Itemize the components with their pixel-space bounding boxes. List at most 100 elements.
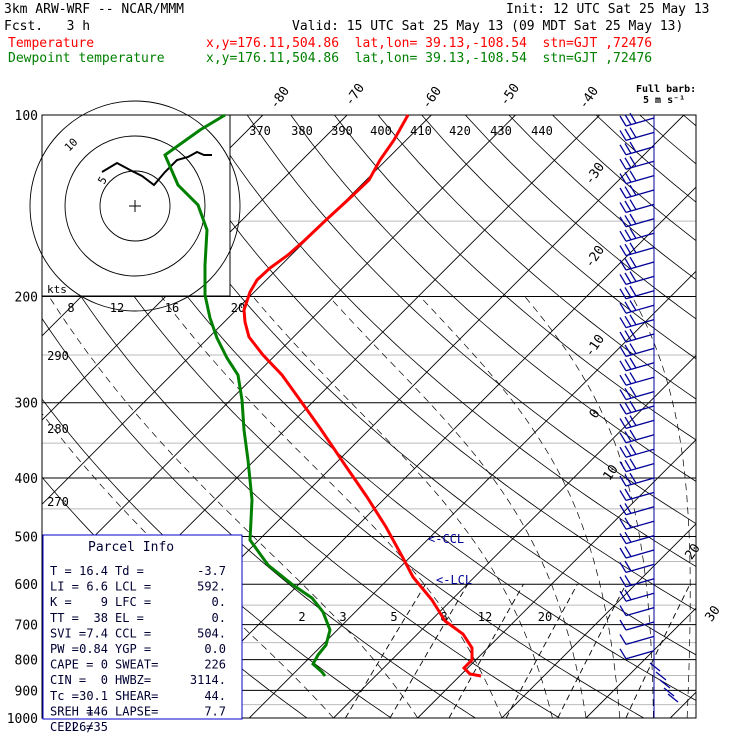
parcel-value: 30.1 (79, 689, 108, 703)
dry-adiabat (552, 115, 696, 242)
legend-temperature: Temperature (8, 36, 95, 51)
mixing-ratio-label: 12 (478, 610, 492, 624)
parcel-value: 6.6 (86, 580, 108, 594)
wind-barb (625, 232, 655, 242)
wind-barb (625, 506, 655, 516)
pressure-label-200: 200 (15, 291, 38, 306)
mixing-ratio-label: 2 (298, 610, 305, 624)
dry-adiabat (246, 115, 696, 525)
wind-barb-low (667, 693, 679, 703)
parcel-value: 226 (204, 658, 226, 672)
dry-adiabat (116, 115, 696, 656)
wind-barb-flag (629, 444, 637, 455)
parcel-value: 3114. (190, 673, 226, 687)
sounding-series (163, 113, 482, 678)
parcel-key: CELL = (50, 720, 93, 734)
valid-time: Valid: 15 UTC Sat 25 May 13 (09 MDT Sat … (292, 19, 684, 34)
wind-barb-flag (629, 357, 637, 369)
wind-barb (625, 218, 655, 228)
dewpoint-line (163, 113, 332, 677)
wind-barb-flag (629, 314, 637, 326)
theta-label-low: 280 (47, 422, 69, 436)
mixing-ratio-line (557, 583, 627, 718)
lcl-marker: <-LCL (436, 573, 472, 587)
wind-barb-flag (624, 200, 632, 212)
parcel-key: Tc = (50, 689, 79, 703)
wind-barb-flag (624, 589, 632, 601)
hodograph-ring (64, 135, 206, 277)
moist-adiabat (419, 296, 621, 718)
wind-barb-flag (619, 202, 627, 213)
wind-barb-flag (619, 562, 627, 573)
wind-barb (625, 290, 655, 300)
wind-barb-low (659, 679, 671, 689)
wind-barb (625, 376, 655, 386)
wind-barb-flag (624, 503, 632, 514)
parcel-key: LFC = (115, 595, 151, 609)
wind-barb-flag (624, 114, 632, 125)
temperature-station-info: x,y=176.11,504.86 lat,lon= 39.13,-108.54… (206, 36, 653, 51)
theta-label: 370 (249, 124, 271, 138)
parcel-value: 0. (212, 611, 226, 625)
wind-barb-flag (619, 475, 627, 487)
wind-barb-flag (629, 170, 637, 182)
legend-dewpoint: Dewpoint temperature (8, 51, 165, 66)
mixing-ratio-line (625, 584, 691, 718)
wind-barb-flag (629, 285, 637, 297)
isotherm (164, 186, 696, 718)
wind-barb-flag (629, 415, 637, 426)
pressure-label-600: 600 (15, 578, 38, 593)
parcel-key: K = (50, 595, 72, 609)
mixing-ratio-line (505, 583, 578, 718)
wind-barb-flag (624, 157, 632, 169)
parcel-key: Td = (115, 564, 144, 578)
hodograph-trace (101, 150, 212, 187)
isotherm-label: -80 (267, 84, 293, 112)
wind-barb-flag (624, 560, 632, 572)
isotherm (42, 115, 516, 590)
parcel-key: LI = (50, 580, 79, 594)
wind-barb-flag (629, 328, 637, 340)
wind-barb (625, 131, 655, 142)
parcel-info-title: Parcel Info (88, 540, 175, 555)
wind-barb (625, 275, 655, 286)
wind-barb-flag (624, 330, 632, 341)
wind-barb-flag (629, 199, 637, 210)
wind-barb-flag (619, 590, 627, 602)
theta-label-low: 290 (47, 349, 69, 363)
parcel-key: SHEAR= (115, 689, 158, 703)
speed-axis-label: 20 (231, 301, 245, 315)
mixing-ratio-label: 5 (390, 610, 397, 624)
wind-barb-flag (619, 158, 627, 170)
wind-barb-flag (619, 619, 627, 631)
wind-barb-flag (629, 300, 637, 311)
wind-barb-flag (619, 389, 627, 400)
wind-barb-flag (624, 373, 632, 385)
wind-barb-flag (619, 504, 627, 516)
wind-barb-flag (629, 400, 637, 412)
parcel-key: SREH = (50, 704, 93, 718)
wind-barb (625, 405, 655, 415)
wind-barb-flag (629, 156, 637, 167)
wind-barb-flag (624, 128, 632, 140)
wind-barb-flag (624, 186, 632, 197)
mixing-ratio-label: 20 (538, 610, 552, 624)
wind-barb (625, 563, 655, 574)
theta-label: 390 (331, 124, 353, 138)
wind-barb-low (649, 662, 661, 672)
parcel-key: LCL = (115, 580, 151, 594)
wind-barb (625, 261, 655, 271)
parcel-value: 0. (212, 595, 226, 609)
barb-legend-title: Full barb: (636, 84, 697, 95)
parcel-key: T = (50, 564, 72, 578)
wind-barb-flag (619, 288, 627, 300)
hodograph-units: kts (47, 283, 67, 296)
wind-barb (625, 189, 655, 199)
wind-barb-flag (624, 344, 632, 356)
wind-barb-flag (629, 429, 637, 441)
speed-axis-label: 12 (110, 301, 124, 315)
wind-barb-flag (619, 173, 627, 184)
dry-adiabat (42, 317, 476, 718)
barb-legend-units: 5 m s⁻¹ (643, 95, 686, 106)
